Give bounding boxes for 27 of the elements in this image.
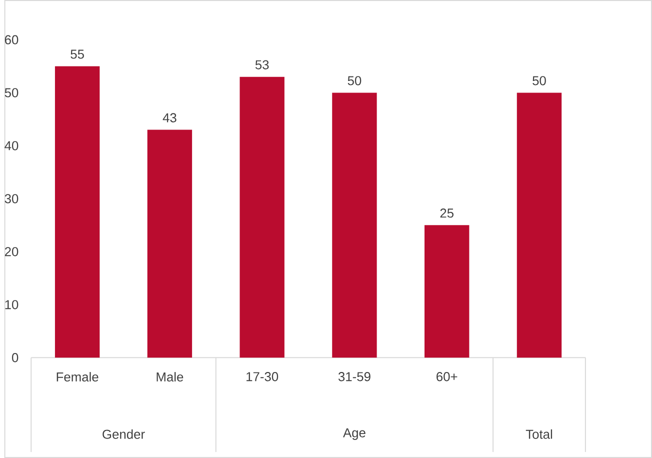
x-tick-label: 60+ [436,372,458,382]
y-tick-label: 50 [4,88,18,98]
bar [516,92,562,358]
y-tick-label: 20 [4,247,18,256]
text: Age [343,428,366,440]
y-tick-label: 10 [5,300,18,310]
bar [54,66,100,358]
data-label: 25 [440,208,454,218]
x-tick-label: 17-30 [246,372,278,382]
data-label: 50 [532,76,546,86]
bar [332,92,377,358]
y-tick-label: 60 [4,35,18,44]
data-label: 53 [255,60,269,70]
y-tick-label: 30 [4,194,18,204]
bar [147,130,192,358]
x-tick-label: 31-59 [338,372,370,382]
data-label: 50 [348,76,362,86]
text: Total [526,429,552,439]
x-tick-label: Female [56,372,98,382]
bar [240,76,284,358]
text: Gender [102,429,145,439]
data-label: 43 [162,113,176,122]
data-label: 55 [70,50,84,59]
y-tick-label: 40 [4,141,18,150]
bar [424,225,470,358]
y-tick-label: 0 [12,353,18,362]
x-tick-label: Male [156,372,184,382]
